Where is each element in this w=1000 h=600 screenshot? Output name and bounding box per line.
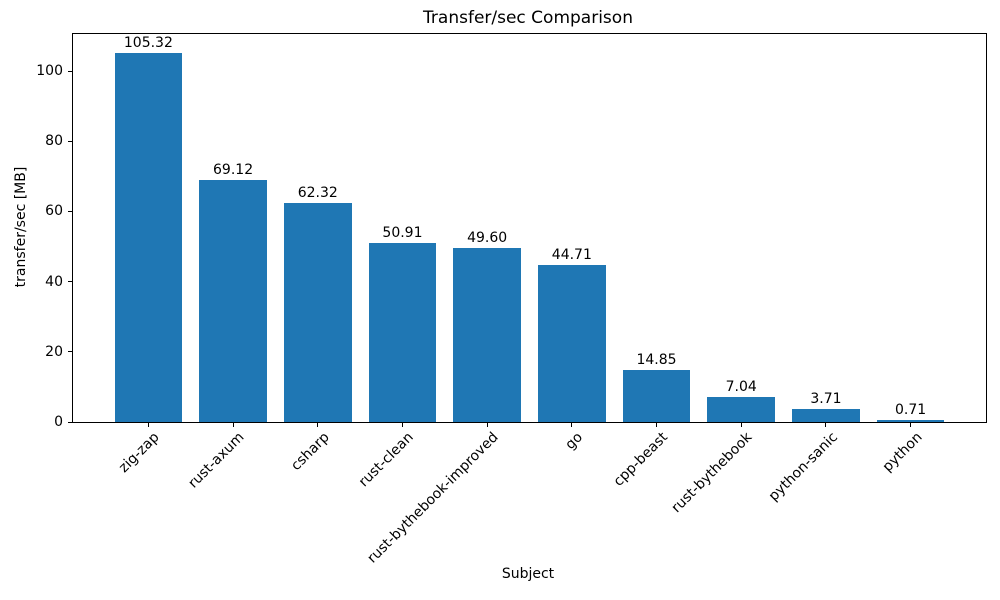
bar — [368, 243, 437, 422]
bar-value-label: 69.12 — [213, 161, 254, 178]
bar — [622, 369, 691, 422]
x-tick-label: go — [562, 429, 587, 453]
y-tick-label: 80 — [45, 133, 63, 150]
x-tick-label: rust-clean — [356, 429, 418, 491]
bar — [283, 203, 352, 422]
bar-value-label: 49.60 — [467, 229, 508, 246]
bar — [876, 419, 945, 422]
bar-value-label: 62.32 — [297, 185, 338, 202]
x-tick-mark — [486, 422, 488, 427]
y-tick-mark — [68, 70, 73, 72]
x-axis-label: Subject — [501, 566, 555, 582]
bar-value-label: 0.71 — [895, 401, 927, 418]
x-tick-mark — [910, 422, 912, 427]
x-tick-mark — [232, 422, 234, 427]
bar — [537, 265, 606, 422]
bar-value-label: 14.85 — [636, 351, 677, 368]
bar — [453, 247, 522, 422]
x-tick-mark — [825, 422, 827, 427]
x-tick-mark — [317, 422, 319, 427]
chart-title: Transfer/sec Comparison — [423, 8, 633, 28]
bar-value-label: 44.71 — [551, 247, 592, 264]
y-tick-label: 20 — [45, 343, 63, 360]
plot-area: 0 20 40 60 80 100 105.32 zig-zap 69.12 rust-axum 6… — [36, 33, 987, 566]
x-tick-label: python — [879, 429, 926, 476]
x-tick-mark — [740, 422, 742, 427]
y-tick-mark — [68, 210, 73, 212]
y-tick-label: 100 — [36, 63, 63, 80]
bar-value-label: 3.71 — [810, 390, 842, 407]
y-tick-mark — [68, 281, 73, 283]
x-tick-label: rust-bythebook — [669, 429, 756, 517]
x-tick-mark — [147, 422, 149, 427]
bar-value-label: 50.91 — [382, 225, 423, 242]
x-tick-mark — [656, 422, 658, 427]
bar — [792, 408, 860, 422]
y-tick-label: 40 — [45, 273, 63, 290]
y-tick-label: 60 — [45, 203, 63, 220]
x-tick-label: python-sanic — [765, 429, 841, 505]
x-tick-label: zig-zap — [116, 429, 163, 476]
x-tick-label: cpp-beast — [610, 429, 672, 490]
bar-value-label: 105.32 — [123, 34, 173, 51]
x-tick-label: csharp — [287, 429, 333, 474]
bar-value-label: 7.04 — [725, 379, 757, 396]
y-tick-label: 0 — [54, 414, 63, 430]
y-tick-mark — [68, 140, 73, 142]
bar — [199, 179, 267, 422]
x-tick-mark — [571, 422, 573, 427]
bar — [114, 52, 183, 422]
bar — [707, 397, 776, 422]
y-axis-label: transfer/sec [MB] — [13, 166, 29, 288]
y-tick-mark — [68, 351, 73, 353]
x-tick-label: rust-axum — [185, 429, 248, 492]
y-tick-mark — [68, 421, 73, 423]
x-tick-mark — [401, 422, 403, 427]
